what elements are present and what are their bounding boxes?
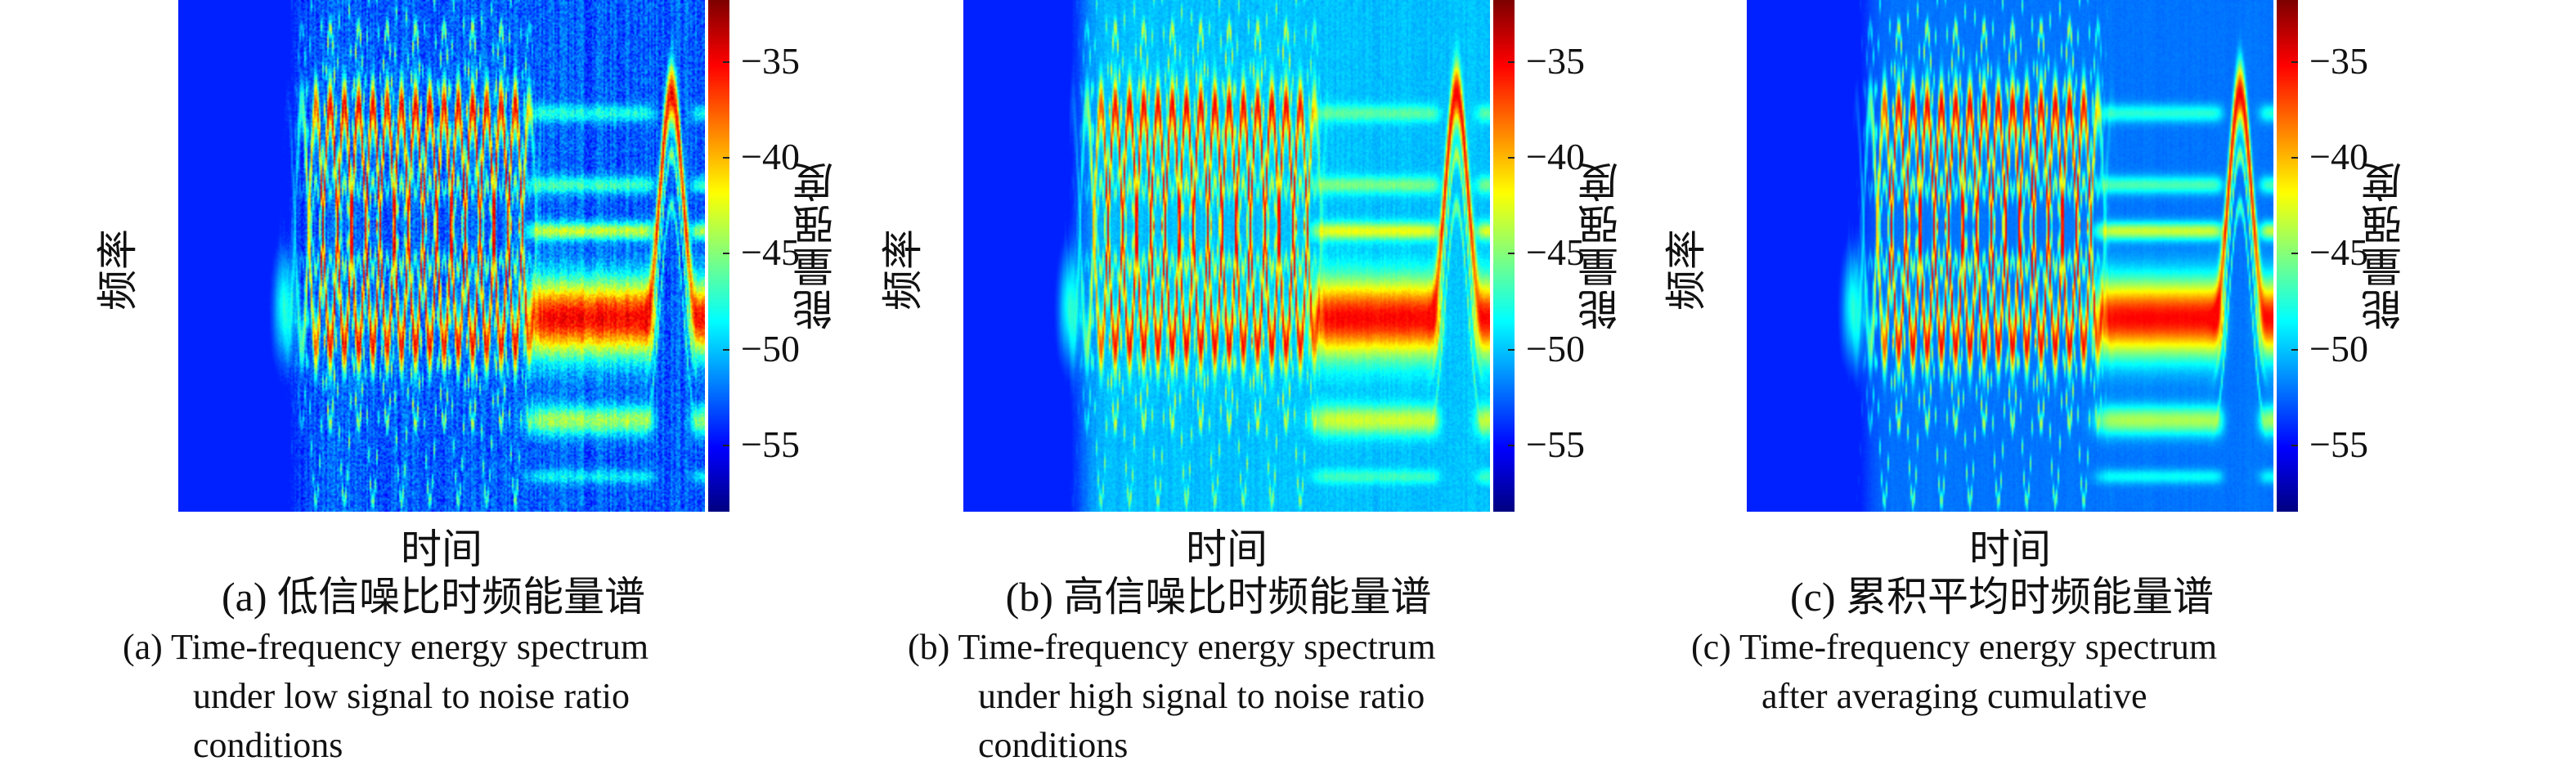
colorbar-tick-label: −50 [1526, 327, 1585, 369]
x-axis-label: 时间 [1186, 526, 1268, 572]
colorbar-tick-label: −50 [2309, 327, 2368, 369]
colorbar-tick-label: −45 [741, 231, 800, 274]
caption-chinese: (a) 低信噪比时频能量谱 [222, 574, 645, 620]
y-axis-label: 频率 [95, 229, 141, 311]
colorbar-tick-mark [2291, 253, 2298, 255]
colorbar-tick-label: −55 [741, 423, 800, 465]
y-axis-label: 频率 [1663, 229, 1709, 311]
caption-english-line: (b) Time-frequency energy spectrum [908, 627, 1436, 667]
colorbar-tick-label: −40 [741, 136, 800, 178]
colorbar-tick-mark [2291, 61, 2298, 64]
colorbar-tick-mark [2291, 348, 2298, 351]
colorbar-tick-label: −40 [1526, 136, 1585, 178]
colorbar-tick-label: −55 [2309, 423, 2368, 465]
colorbar-tick-label: −45 [2309, 231, 2368, 274]
colorbar-tick-label: −35 [741, 40, 800, 83]
colorbar-tick-label: −55 [1526, 423, 1585, 465]
caption-english: (a) Time-frequency energy spectrum under … [123, 623, 648, 770]
colorbar-tick-mark [1508, 348, 1515, 351]
colorbar-tick-mark [1508, 61, 1515, 64]
colorbar [1493, 0, 1515, 512]
colorbar-label: 能量强度 [2362, 160, 2408, 330]
colorbar-tick-mark [723, 61, 729, 64]
colorbar-tick-mark [1508, 444, 1515, 446]
panel-b: −35 −40 −45 −50 −55 能量强度 频率 时间 (b) 高信噪比时… [785, 0, 1624, 779]
x-axis-label: 时间 [1969, 526, 2051, 572]
caption-chinese: (b) 高信噪比时频能量谱 [1005, 574, 1432, 620]
colorbar-tick-mark [2291, 157, 2298, 159]
colorbar-tick-label: −40 [2309, 136, 2368, 178]
caption-english: (b) Time-frequency energy spectrum under … [908, 623, 1436, 770]
colorbar-tick-mark [723, 348, 729, 351]
spectrogram-heatmap [1747, 0, 2273, 512]
caption-english-line: (a) Time-frequency energy spectrum [123, 627, 649, 667]
panel-a: −35 −40 −45 −50 −55 能量强度 频率 时间 (a) 低信噪比时… [0, 0, 839, 779]
colorbar-tick-label: −35 [1526, 40, 1585, 83]
colorbar-tick-label: −35 [2309, 40, 2368, 83]
colorbar-tick-mark [2291, 444, 2298, 446]
spectrogram-heatmap [178, 0, 705, 512]
colorbar [708, 0, 729, 512]
caption-english-line: conditions [193, 725, 343, 765]
colorbar-tick-mark [1508, 253, 1515, 255]
caption-english-line: (c) Time-frequency energy spectrum [1691, 627, 2218, 667]
y-axis-label: 频率 [880, 229, 926, 311]
caption-english-line: under high signal to noise ratio [978, 676, 1425, 716]
colorbar-tick-mark [723, 253, 729, 255]
spectrogram-heatmap [963, 0, 1490, 512]
colorbar-tick-label: −50 [741, 327, 800, 369]
caption-english: (c) Time-frequency energy spectrum after … [1691, 623, 2217, 721]
colorbar-tick-label: −45 [1526, 231, 1585, 274]
colorbar-tick-mark [1508, 157, 1515, 159]
caption-english-line: under low signal to noise ratio [193, 676, 631, 716]
caption-english-line: after averaging cumulative [1761, 676, 2147, 716]
colorbar-tick-mark [723, 444, 729, 446]
colorbar-tick-mark [723, 157, 729, 159]
colorbar [2277, 0, 2298, 512]
caption-chinese: (c) 累积平均时频能量谱 [1790, 574, 2214, 620]
panel-c: −35 −40 −45 −50 −55 能量强度 频率 时间 (c) 累积平均时… [1568, 0, 2408, 779]
caption-english-line: conditions [978, 725, 1129, 765]
x-axis-label: 时间 [401, 526, 482, 572]
